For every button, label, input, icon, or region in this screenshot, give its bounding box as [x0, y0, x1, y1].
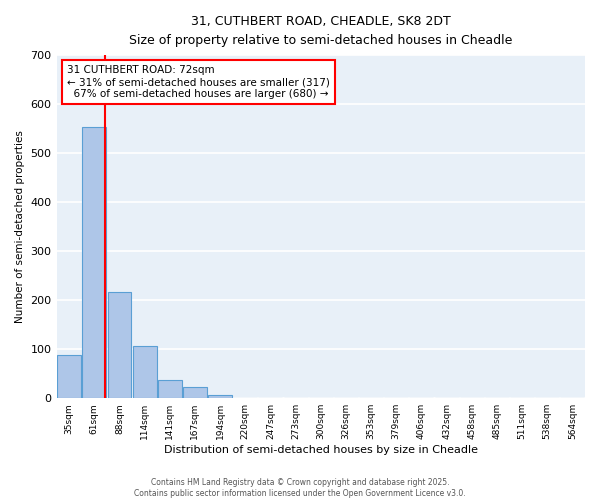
Bar — [57, 355, 81, 398]
Text: 31 CUTHBERT ROAD: 72sqm
← 31% of semi-detached houses are smaller (317)
  67% of: 31 CUTHBERT ROAD: 72sqm ← 31% of semi-de… — [67, 66, 330, 98]
Y-axis label: Number of semi-detached properties: Number of semi-detached properties — [15, 130, 25, 323]
Bar — [82, 126, 106, 398]
Bar — [158, 380, 182, 398]
Bar — [208, 395, 232, 398]
Title: 31, CUTHBERT ROAD, CHEADLE, SK8 2DT
Size of property relative to semi-detached h: 31, CUTHBERT ROAD, CHEADLE, SK8 2DT Size… — [129, 15, 512, 47]
Bar — [133, 346, 157, 398]
Text: Contains HM Land Registry data © Crown copyright and database right 2025.
Contai: Contains HM Land Registry data © Crown c… — [134, 478, 466, 498]
Bar — [107, 292, 131, 398]
Bar — [183, 388, 207, 398]
X-axis label: Distribution of semi-detached houses by size in Cheadle: Distribution of semi-detached houses by … — [164, 445, 478, 455]
